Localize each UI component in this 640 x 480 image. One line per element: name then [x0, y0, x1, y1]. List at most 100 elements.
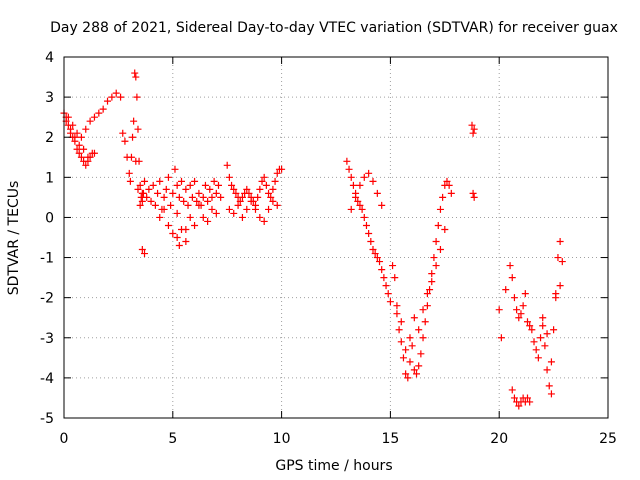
data-point: [127, 153, 135, 161]
data-point: [558, 258, 566, 266]
data-point: [258, 177, 266, 185]
data-point: [225, 173, 233, 181]
data-point: [265, 205, 273, 213]
data-point: [378, 266, 386, 274]
data-point: [534, 354, 542, 362]
data-point: [178, 177, 186, 185]
data-point: [164, 173, 172, 181]
x-tick-label: 5: [168, 431, 177, 447]
data-point: [141, 250, 149, 258]
data-point: [204, 197, 212, 205]
data-point: [428, 278, 436, 286]
data-point: [552, 294, 560, 302]
data-point: [184, 201, 192, 209]
data-point: [470, 193, 478, 201]
data-point: [265, 189, 273, 197]
data-point: [238, 213, 246, 221]
data-point: [389, 262, 397, 270]
data-point: [347, 205, 355, 213]
data-point: [84, 153, 92, 161]
data-point: [510, 294, 518, 302]
data-point: [356, 201, 364, 209]
data-point: [206, 185, 214, 193]
data-point: [345, 165, 353, 173]
x-tick-label: 10: [273, 431, 291, 447]
data-point: [136, 181, 144, 189]
data-point: [245, 189, 253, 197]
data-point: [382, 282, 390, 290]
data-point: [423, 302, 431, 310]
data-point: [133, 93, 141, 101]
data-point: [386, 298, 394, 306]
data-point: [410, 314, 418, 322]
data-point: [77, 133, 85, 141]
data-point: [415, 326, 423, 334]
data-point: [125, 169, 133, 177]
data-point: [230, 185, 238, 193]
data-point: [404, 374, 412, 382]
data-point: [134, 125, 142, 133]
data-point: [208, 205, 216, 213]
data-point: [151, 201, 159, 209]
data-point: [365, 169, 373, 177]
data-point: [391, 274, 399, 282]
data-point: [421, 318, 429, 326]
data-point: [530, 338, 538, 346]
data-point: [175, 193, 183, 201]
data-point: [67, 125, 75, 133]
data-point: [373, 189, 381, 197]
data-point: [90, 149, 98, 157]
x-tick-label: 15: [381, 431, 399, 447]
y-tick-label: 2: [45, 130, 54, 146]
data-point: [119, 129, 127, 137]
data-point: [343, 157, 351, 165]
data-point: [230, 209, 238, 217]
data-point: [543, 330, 551, 338]
data-point: [195, 189, 203, 197]
data-point: [517, 310, 525, 318]
data-point: [132, 73, 140, 81]
data-point: [75, 141, 83, 149]
data-point: [428, 270, 436, 278]
data-point: [432, 238, 440, 246]
x-tick-label: 0: [60, 431, 69, 447]
data-point: [417, 350, 425, 358]
grid-lines: [64, 57, 608, 418]
data-point: [147, 197, 155, 205]
data-point: [82, 161, 90, 169]
data-point: [508, 386, 516, 394]
data-point: [508, 274, 516, 282]
data-point: [497, 334, 505, 342]
data-point: [73, 145, 81, 153]
data-point: [347, 173, 355, 181]
data-point: [506, 262, 514, 270]
data-point: [195, 201, 203, 209]
x-tick-label: 20: [490, 431, 508, 447]
data-point: [134, 185, 142, 193]
data-point: [393, 302, 401, 310]
data-point: [254, 193, 262, 201]
data-point: [468, 121, 476, 129]
data-point: [108, 93, 116, 101]
data-point: [173, 234, 181, 241]
data-point: [171, 165, 179, 173]
data-point: [349, 181, 357, 189]
data-point: [256, 185, 264, 193]
data-point: [406, 334, 414, 342]
data-point: [443, 177, 451, 185]
data-point: [523, 394, 531, 402]
data-point: [243, 185, 251, 193]
data-point: [447, 189, 455, 197]
data-point: [232, 189, 240, 197]
data-point: [191, 221, 199, 229]
data-point: [162, 185, 170, 193]
data-point: [547, 390, 555, 398]
data-point: [362, 221, 370, 229]
y-tick-label: 4: [45, 50, 54, 66]
data-point: [141, 177, 149, 185]
data-point: [426, 286, 434, 294]
data-point: [554, 254, 562, 262]
data-point: [182, 225, 190, 233]
data-point: [208, 193, 216, 201]
